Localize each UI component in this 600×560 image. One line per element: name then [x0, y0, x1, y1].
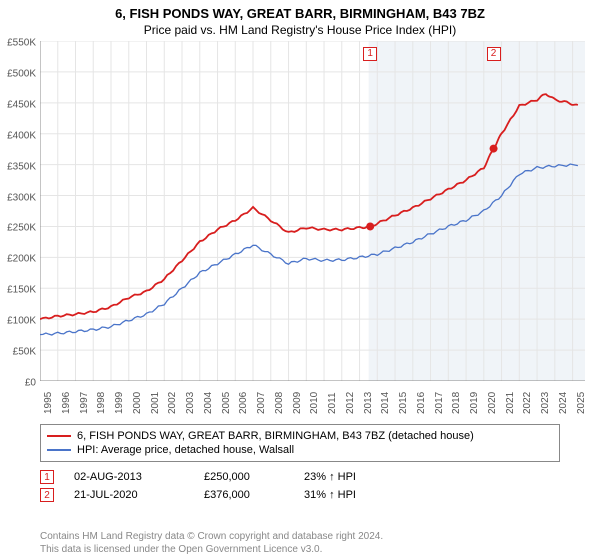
legend-item: 6, FISH PONDS WAY, GREAT BARR, BIRMINGHA…: [47, 429, 553, 443]
sale-marker-box: 1: [40, 470, 54, 484]
x-tick-label: 2025: [576, 392, 587, 414]
x-tick-label: 2007: [256, 392, 267, 414]
legend-item: HPI: Average price, detached house, Wals…: [47, 443, 553, 457]
chart-subtitle: Price paid vs. HM Land Registry's House …: [0, 21, 600, 41]
sale-date: 21-JUL-2020: [74, 489, 184, 501]
x-tick-label: 2023: [540, 392, 551, 414]
footer-line-1: Contains HM Land Registry data © Crown c…: [40, 530, 383, 543]
y-tick-label: £150K: [7, 285, 36, 296]
x-tick-label: 1996: [61, 392, 72, 414]
x-tick-label: 1995: [43, 392, 54, 414]
y-tick-label: £0: [25, 378, 36, 389]
y-axis: £0£50K£100K£150K£200K£250K£300K£350K£400…: [0, 43, 40, 383]
y-tick-label: £50K: [13, 347, 36, 358]
sale-date: 02-AUG-2013: [74, 471, 184, 483]
x-tick-label: 2016: [416, 392, 427, 414]
y-tick-label: £350K: [7, 161, 36, 172]
legend-swatch: [47, 449, 71, 451]
x-tick-label: 2017: [434, 392, 445, 414]
x-tick-label: 2012: [345, 392, 356, 414]
sale-row: 1 02-AUG-2013 £250,000 23% ↑ HPI: [40, 468, 580, 486]
x-tick-label: 1998: [96, 392, 107, 414]
x-tick-label: 2014: [380, 392, 391, 414]
sale-marker-1: 1: [363, 47, 377, 61]
x-tick-label: 1997: [79, 392, 90, 414]
footer: Contains HM Land Registry data © Crown c…: [40, 530, 383, 556]
footer-line-2: This data is licensed under the Open Gov…: [40, 543, 383, 556]
sale-marker-box: 2: [40, 488, 54, 502]
sale-marker-2: 2: [487, 47, 501, 61]
y-tick-label: £500K: [7, 68, 36, 79]
x-tick-label: 2003: [185, 392, 196, 414]
x-tick-label: 2021: [505, 392, 516, 414]
x-tick-label: 2000: [132, 392, 143, 414]
y-tick-label: £100K: [7, 316, 36, 327]
x-tick-label: 2002: [167, 392, 178, 414]
x-tick-label: 2022: [522, 392, 533, 414]
legend: 6, FISH PONDS WAY, GREAT BARR, BIRMINGHA…: [40, 424, 560, 462]
x-tick-label: 2011: [327, 392, 338, 414]
sale-price: £376,000: [204, 489, 284, 501]
chart-container: 6, FISH PONDS WAY, GREAT BARR, BIRMINGHA…: [0, 0, 600, 560]
x-tick-label: 2015: [398, 392, 409, 414]
legend-label: HPI: Average price, detached house, Wals…: [77, 444, 294, 456]
x-tick-label: 2024: [558, 392, 569, 414]
x-tick-label: 2020: [487, 392, 498, 414]
sale-price: £250,000: [204, 471, 284, 483]
y-tick-label: £200K: [7, 254, 36, 265]
y-tick-label: £400K: [7, 130, 36, 141]
x-tick-label: 2013: [363, 392, 374, 414]
x-tick-label: 2010: [309, 392, 320, 414]
x-axis: 1995 1996 1997 1998 1999 2000 2001 2002 2003 2004…: [40, 384, 600, 424]
y-tick-label: £250K: [7, 223, 36, 234]
x-tick-label: 2009: [292, 392, 303, 414]
legend-swatch: [47, 435, 71, 437]
x-tick-label: 2019: [469, 392, 480, 414]
x-tick-label: 2001: [150, 392, 161, 414]
x-tick-label: 1999: [114, 392, 125, 414]
y-tick-label: £550K: [7, 38, 36, 49]
sale-delta: 23% ↑ HPI: [304, 471, 356, 483]
x-tick-label: 2008: [274, 392, 285, 414]
y-tick-label: £300K: [7, 192, 36, 203]
y-tick-label: £450K: [7, 99, 36, 110]
chart-title: 6, FISH PONDS WAY, GREAT BARR, BIRMINGHA…: [0, 0, 600, 21]
x-tick-label: 2004: [203, 392, 214, 414]
sale-row: 2 21-JUL-2020 £376,000 31% ↑ HPI: [40, 486, 580, 504]
x-tick-label: 2005: [221, 392, 232, 414]
legend-label: 6, FISH PONDS WAY, GREAT BARR, BIRMINGHA…: [77, 430, 474, 442]
x-tick-label: 2018: [451, 392, 462, 414]
x-tick-label: 2006: [238, 392, 249, 414]
sale-delta: 31% ↑ HPI: [304, 489, 356, 501]
sales-table: 1 02-AUG-2013 £250,000 23% ↑ HPI 2 21-JUL-202…: [40, 468, 580, 504]
chart-svg: [40, 41, 585, 381]
chart-plot-area: 12: [40, 41, 600, 381]
